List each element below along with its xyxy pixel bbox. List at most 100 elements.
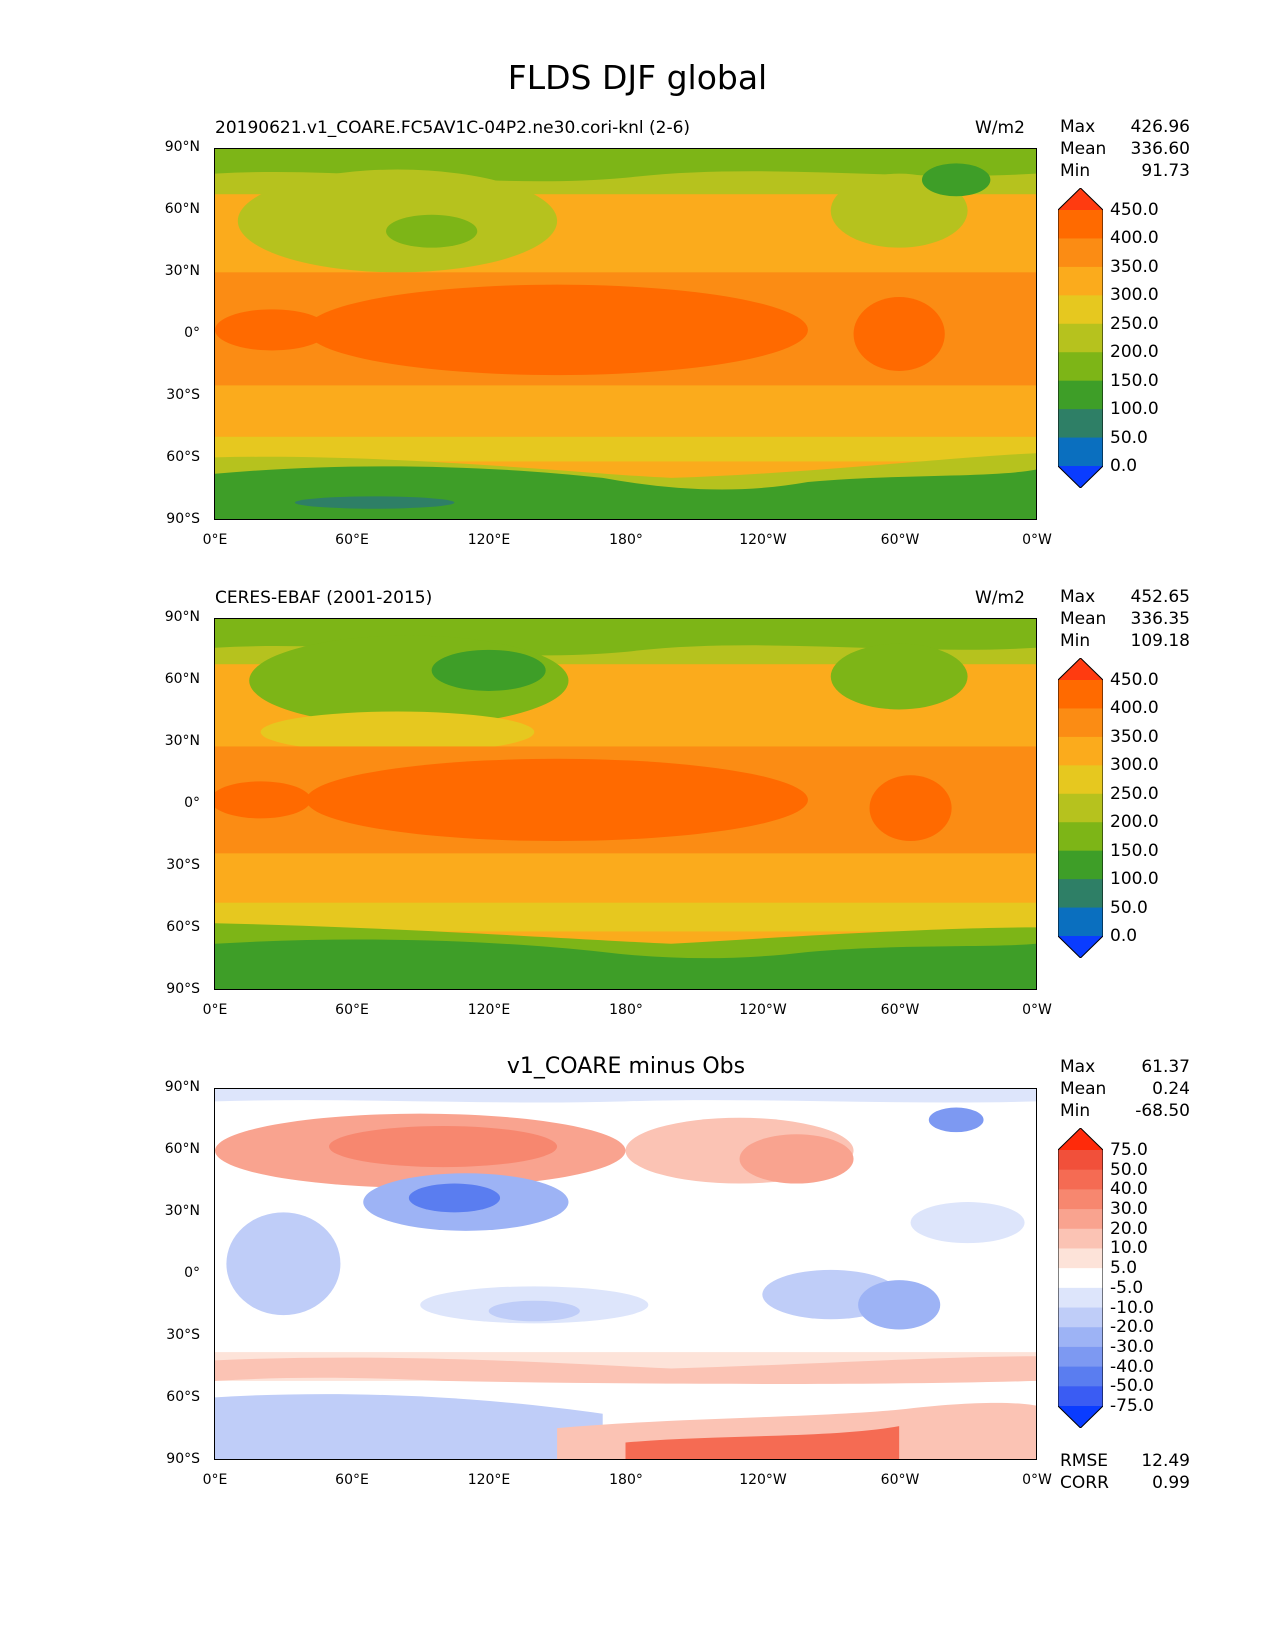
x-tick-label: 0°E <box>202 1472 228 1488</box>
colorbar-level-label: 100.0 <box>1110 869 1159 890</box>
colorbar-band <box>1058 765 1103 795</box>
colorbar-level-label: -40.0 <box>1110 1356 1154 1377</box>
y-tick-label: 0° <box>184 1265 200 1281</box>
y-tick-label: 60°S <box>166 919 200 935</box>
stat-mean: 336.35 <box>1130 609 1190 629</box>
colorbar-band <box>1058 1307 1103 1328</box>
y-tick-label: 90°S <box>166 981 200 997</box>
colorbar-level-label: 350.0 <box>1110 726 1159 747</box>
rmse-value: 12.49 <box>1141 1451 1190 1471</box>
colorbar-band <box>1058 907 1103 937</box>
x-tick-label: 60°E <box>335 1002 369 1018</box>
colorbar-level-label: 40.0 <box>1110 1179 1148 1200</box>
y-tick-label: 30°S <box>166 1327 200 1343</box>
stats-box: Max 426.96 Mean 336.60 Min 91.73 <box>1060 116 1190 182</box>
colorbar-band <box>1058 1406 1103 1428</box>
stat-min: 91.73 <box>1141 161 1190 181</box>
colorbar-band <box>1058 936 1103 958</box>
x-tick-label: 60°E <box>335 1472 369 1488</box>
colorbar-level-label: -5.0 <box>1110 1277 1144 1298</box>
stat-max: 452.65 <box>1130 587 1190 607</box>
map-model <box>214 148 1037 520</box>
stat-min: 109.18 <box>1130 631 1190 651</box>
colorbar-labels: 450.0 400.0 350.0 300.0 250.0 200.0 150.0 100.0… <box>1110 658 1190 958</box>
colorbar-level-label: -10.0 <box>1110 1297 1154 1318</box>
y-tick-label: 90°N <box>164 139 200 155</box>
colorbar-level-label: 250.0 <box>1110 313 1159 334</box>
colorbar-band <box>1058 1287 1103 1309</box>
y-tick-label: 30°S <box>166 387 200 403</box>
x-tick-label: 0°E <box>202 532 228 548</box>
y-tick-label: 0° <box>184 325 200 341</box>
colorbar <box>1058 188 1103 488</box>
colorbar-band <box>1058 1268 1103 1289</box>
y-tick-label: 90°N <box>164 609 200 625</box>
stat-mean: 336.60 <box>1130 139 1190 159</box>
stat-max: 426.96 <box>1130 117 1190 137</box>
x-tick-label: 120°E <box>467 532 511 548</box>
map-diff <box>214 1088 1037 1460</box>
x-tick-label: 0°W <box>1022 532 1052 548</box>
colorbar-level-label: 30.0 <box>1110 1199 1148 1220</box>
colorbar-band <box>1058 188 1103 210</box>
y-tick-label: 60°N <box>164 671 200 687</box>
panel-units: W/m2 <box>975 588 1025 608</box>
map-field <box>215 149 1036 519</box>
colorbar-level-label: 150.0 <box>1110 370 1159 391</box>
rmse-label: RMSE <box>1060 1451 1109 1471</box>
x-tick-label: 60°W <box>880 1002 920 1018</box>
colorbar-level-label: -50.0 <box>1110 1376 1154 1397</box>
stat-max-label: Max <box>1060 1057 1096 1077</box>
map-field <box>215 1089 1036 1459</box>
colorbar-band <box>1058 266 1103 296</box>
y-tick-label: 30°S <box>166 857 200 873</box>
stats-box: Max 452.65 Mean 336.35 Min 109.18 <box>1060 586 1190 652</box>
colorbar-band <box>1058 409 1103 439</box>
colorbar-level-label: 150.0 <box>1110 840 1159 861</box>
colorbar-level-label: 50.0 <box>1110 897 1148 918</box>
y-tick-label: 90°S <box>166 511 200 527</box>
colorbar-band <box>1058 1327 1103 1348</box>
panel-obs: CERES-EBAF (2001-2015) W/m2 90°N 60°N 30… <box>0 586 1275 1048</box>
panel-subtitle: v1_COARE minus Obs <box>506 1054 746 1079</box>
corr-label: CORR <box>1060 1473 1109 1493</box>
colorbar-band <box>1058 466 1103 488</box>
colorbar-band <box>1058 850 1103 880</box>
colorbar <box>1058 1128 1103 1428</box>
colorbar <box>1058 658 1103 958</box>
stat-mean-label: Mean <box>1060 609 1107 629</box>
x-tick-label: 180° <box>609 1002 643 1018</box>
colorbar-labels: 75.0 50.0 40.0 30.0 20.0 10.0 5.0 -5.0 -10.0 -20.… <box>1110 1128 1190 1428</box>
x-tick-label: 180° <box>609 1472 643 1488</box>
y-tick-label: 30°N <box>164 263 200 279</box>
stat-mean-label: Mean <box>1060 139 1107 159</box>
colorbar-level-label: 250.0 <box>1110 783 1159 804</box>
colorbar-band <box>1058 708 1103 738</box>
map-obs <box>214 618 1037 990</box>
colorbar-band <box>1058 1150 1103 1171</box>
colorbar-band <box>1058 210 1103 239</box>
panel-diff: v1_COARE minus Obs 90°N 60°N 30°N 0° <box>0 1054 1275 1518</box>
colorbar-band <box>1058 658 1103 680</box>
colorbar-level-label: 300.0 <box>1110 755 1159 776</box>
y-tick-label: 60°N <box>164 201 200 217</box>
colorbar-labels: 450.0 400.0 350.0 300.0 250.0 200.0 150.0 100.0… <box>1110 188 1190 488</box>
colorbar-level-label: 10.0 <box>1110 1238 1148 1259</box>
y-tick-label: 60°S <box>166 1389 200 1405</box>
corr-value: 0.99 <box>1152 1473 1190 1493</box>
panel-model: 20190621.v1_COARE.FC5AV1C-04P2.ne30.cori… <box>0 116 1275 578</box>
stat-min-label: Min <box>1060 1101 1091 1121</box>
map-field <box>215 619 1036 989</box>
colorbar-level-label: -20.0 <box>1110 1317 1154 1338</box>
stat-mean-label: Mean <box>1060 1079 1107 1099</box>
stat-max-label: Max <box>1060 587 1096 607</box>
colorbar-level-label: 0.0 <box>1110 456 1138 476</box>
colorbar-level-label: 450.0 <box>1110 670 1159 690</box>
stat-min: -68.50 <box>1135 1101 1190 1121</box>
stat-min-label: Min <box>1060 631 1091 651</box>
x-tick-label: 0°W <box>1022 1472 1052 1488</box>
figure-title: FLDS DJF global <box>507 58 768 97</box>
x-tick-label: 0°W <box>1022 1002 1052 1018</box>
colorbar-level-label: 400.0 <box>1110 228 1159 249</box>
colorbar-band <box>1058 736 1103 766</box>
